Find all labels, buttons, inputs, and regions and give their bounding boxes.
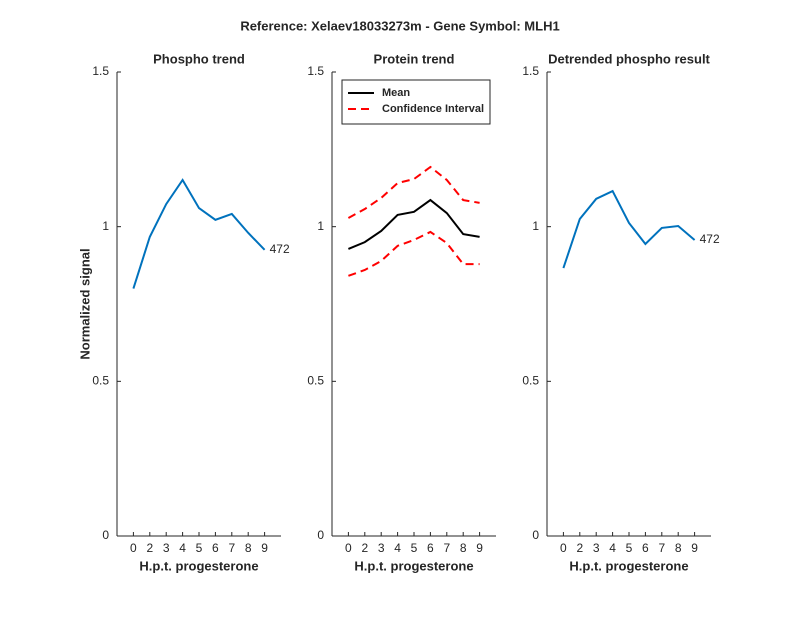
x-tick-label: 4	[179, 541, 186, 555]
series-line	[348, 198, 480, 250]
legend-box	[341, 79, 491, 125]
x-tick-label: 0	[130, 541, 137, 555]
y-tick-label: 0	[102, 528, 109, 542]
x-tick-label: 2	[361, 541, 368, 555]
x-tick-label: 5	[626, 541, 633, 555]
x-axis-label: H.p.t. progesterone	[354, 558, 473, 573]
legend-label: Confidence Interval	[382, 103, 484, 115]
end-label: 472	[700, 232, 720, 246]
subplot-title: Detrended phospho result	[548, 51, 710, 66]
y-tick-label: 1.5	[307, 64, 324, 78]
x-tick-label: 4	[394, 541, 401, 555]
x-tick-label: 2	[146, 541, 153, 555]
y-tick-label: 0	[317, 528, 324, 542]
x-tick-label: 3	[163, 541, 170, 555]
x-tick-label: 3	[593, 541, 600, 555]
y-tick-label: 1	[317, 219, 324, 233]
x-tick-label: 2	[576, 541, 583, 555]
series-line	[562, 189, 696, 269]
y-tick-label: 1.5	[92, 64, 109, 78]
series-line-lower	[348, 230, 480, 277]
y-tick-label: 1	[102, 219, 109, 233]
x-tick-label: 3	[378, 541, 385, 555]
x-tick-label: 8	[675, 541, 682, 555]
x-tick-label: 7	[228, 541, 235, 555]
figure-title: Reference: Xelaev18033273m - Gene Symbol…	[240, 18, 559, 33]
end-label: 472	[270, 242, 290, 256]
x-axis-label: H.p.t. progesterone	[139, 558, 258, 573]
x-tick-label: 7	[658, 541, 665, 555]
x-tick-label: 6	[642, 541, 649, 555]
series-line	[347, 165, 480, 219]
y-tick-label: 1	[532, 219, 539, 233]
x-tick-label: 9	[691, 541, 698, 555]
y-tick-label: 1.5	[522, 64, 539, 78]
subplot-title: Protein trend	[374, 51, 455, 66]
x-tick-label: 6	[427, 541, 434, 555]
x-axis-label: H.p.t. progesterone	[569, 558, 688, 573]
x-tick-label: 6	[212, 541, 219, 555]
y-axis-label: Normalized signal	[77, 248, 92, 359]
x-tick-label: 7	[443, 541, 450, 555]
x-tick-label: 0	[560, 541, 567, 555]
x-tick-label: 4	[609, 541, 616, 555]
y-tick-label: 0.5	[307, 374, 324, 388]
x-tick-label: 9	[476, 541, 483, 555]
x-tick-label: 5	[196, 541, 203, 555]
subplot-title: Phospho trend	[153, 51, 245, 66]
x-tick-label: 9	[261, 541, 268, 555]
x-tick-label: 8	[460, 541, 467, 555]
x-tick-label: 8	[245, 541, 252, 555]
x-tick-label: 5	[411, 541, 418, 555]
x-tick-label: 0	[345, 541, 352, 555]
legend-label: Mean	[382, 87, 410, 99]
y-tick-label: 0.5	[522, 374, 539, 388]
y-tick-label: 0	[532, 528, 539, 542]
y-tick-label: 0.5	[92, 374, 109, 388]
series-line	[132, 178, 266, 289]
